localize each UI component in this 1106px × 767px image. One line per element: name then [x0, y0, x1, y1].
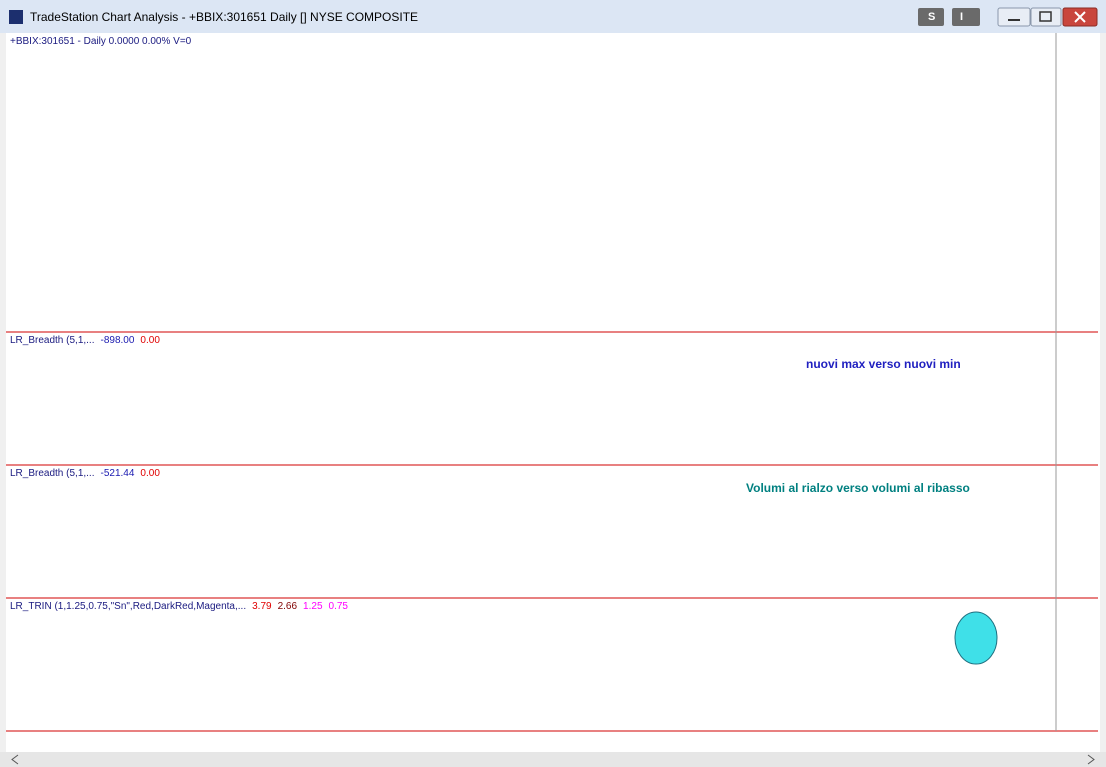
i-button[interactable]: [952, 8, 980, 26]
chart-area: [6, 33, 1100, 752]
scrollbar[interactable]: [0, 752, 1106, 767]
scroll-left[interactable]: [11, 754, 19, 765]
header-value: 0.00: [140, 468, 160, 479]
close-icon: [1074, 11, 1086, 23]
maximize-button[interactable]: [1030, 7, 1062, 27]
i-button-label[interactable]: I: [960, 11, 963, 23]
panel-header: LR_Breadth (5,1,... -521.44 0.00: [10, 468, 160, 479]
header-value: 3.79: [252, 601, 272, 612]
scroll-right[interactable]: [1087, 754, 1095, 765]
panel-header: +BBIX:301651 - Daily 0.0000 0.00% V=0: [10, 36, 192, 47]
s-button-label[interactable]: S: [928, 11, 935, 23]
header-value: 1.25: [303, 601, 323, 612]
panel-header-text: LR_TRIN (1,1.25,0.75,"Sn",Red,DarkRed,Ma…: [10, 601, 246, 612]
annotation: nuovi max verso nuovi min: [806, 357, 961, 371]
annotation: Volumi al rialzo verso volumi al ribasso: [746, 481, 970, 495]
app-icon: [9, 10, 23, 24]
panel-header-text: LR_Breadth (5,1,...: [10, 335, 95, 346]
maximize-icon: [1039, 11, 1052, 22]
header-value: 0.75: [329, 601, 349, 612]
header-value: 2.66: [278, 601, 298, 612]
labels-layer: +BBIX:301651 - Daily 0.0000 0.00% V=0 LR_…: [10, 36, 970, 612]
panel-header-text: LR_Breadth (5,1,...: [10, 468, 95, 479]
header-value: -898.00: [101, 335, 135, 346]
header-value: -521.44: [101, 468, 135, 479]
panel-header: LR_Breadth (5,1,... -898.00 0.00: [10, 335, 160, 346]
panel-header: LR_TRIN (1,1.25,0.75,"Sn",Red,DarkRed,Ma…: [10, 601, 348, 612]
header-value: 0.00: [140, 335, 160, 346]
panel-header-text: +BBIX:301651 - Daily 0.0000 0.00% V=0: [10, 36, 192, 47]
s-button[interactable]: [918, 8, 944, 26]
window-title: TradeStation Chart Analysis - +BBIX:3016…: [30, 10, 418, 24]
minimize-button[interactable]: [997, 7, 1031, 27]
highlight-ellipse: [954, 611, 998, 665]
